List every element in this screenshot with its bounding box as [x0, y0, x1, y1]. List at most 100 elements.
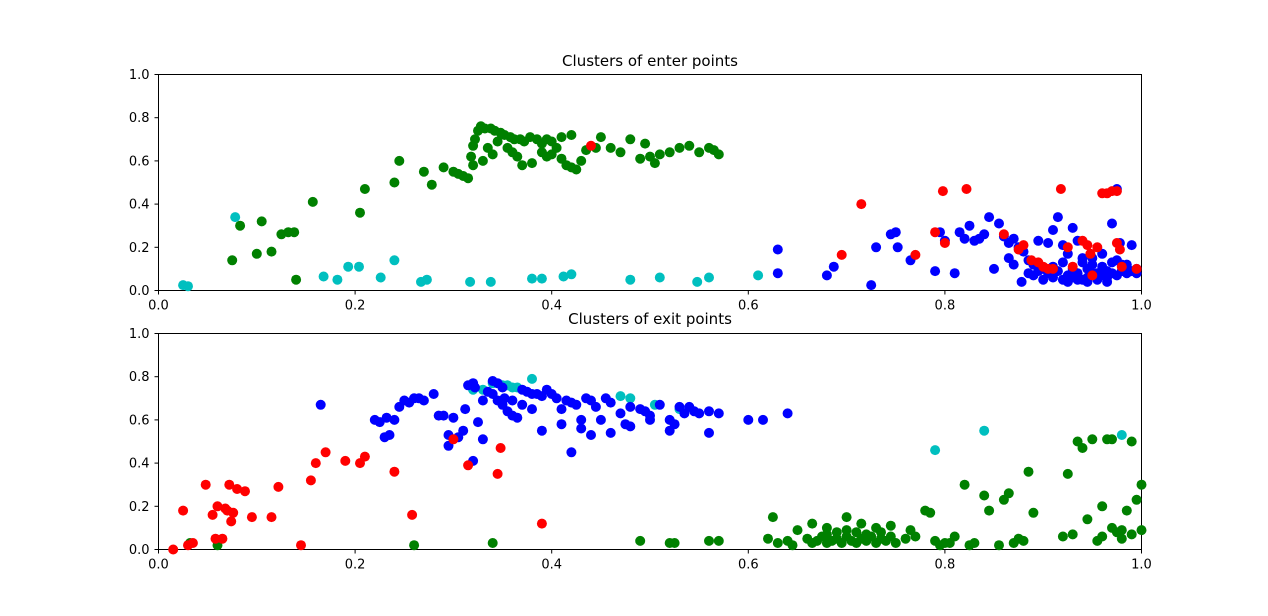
- exit-point-series-3: [228, 507, 239, 518]
- exit-point-series-0: [1097, 501, 1108, 512]
- exit-point-series-0: [969, 538, 980, 548]
- exit-point-series-2: [517, 399, 528, 410]
- enter-point-series-0: [615, 147, 626, 158]
- enter-y-tick-label: 0.4: [129, 198, 150, 213]
- exit-point-series-2: [576, 423, 587, 434]
- exit-point-series-0: [1126, 529, 1137, 540]
- enter-points-plot-area: [158, 74, 1142, 291]
- enter-points-panel: Clusters of enter points 0.0 0.2 0.4 0.6 0.8…: [129, 52, 1152, 314]
- exit-point-series-0: [713, 535, 724, 546]
- enter-point-series-2: [1008, 233, 1019, 244]
- enter-points-markers: [178, 121, 1142, 292]
- exit-point-series-3: [187, 538, 198, 548]
- enter-point-series-0: [566, 130, 577, 140]
- enter-point-series-0: [227, 255, 238, 266]
- exit-point-series-0: [1121, 505, 1132, 516]
- exit-point-series-2: [527, 404, 537, 415]
- exit-point-series-0: [821, 522, 832, 533]
- enter-point-series-2: [890, 227, 901, 238]
- exit-point-series-0: [1131, 494, 1142, 505]
- exit-point-series-0: [984, 505, 995, 516]
- exit-x-tick-label: 0.4: [541, 558, 562, 573]
- exit-point-series-2: [556, 419, 567, 430]
- exit-points-plot-area: [158, 333, 1142, 550]
- enter-points-axes: 0.0 0.2 0.4 0.6 0.8 1.0 0.0 0.2 0.4 0.6 0.8 1.0: [129, 68, 1152, 314]
- exit-point-series-0: [669, 538, 680, 548]
- exit-point-series-0: [1116, 533, 1127, 544]
- exit-point-series-2: [460, 404, 471, 415]
- exit-point-series-2: [595, 414, 606, 425]
- enter-point-series-3: [937, 186, 948, 197]
- exit-point-series-2: [381, 412, 392, 423]
- enter-point-series-2: [892, 242, 903, 253]
- exit-point-series-0: [1136, 525, 1147, 536]
- enter-point-series-0: [571, 164, 582, 175]
- exit-point-series-2: [605, 427, 616, 438]
- exit-point-series-1: [979, 425, 990, 436]
- exit-point-series-0: [841, 512, 852, 523]
- enter-point-series-3: [910, 249, 921, 260]
- exit-point-series-3: [240, 486, 250, 497]
- exit-point-series-2: [477, 395, 488, 406]
- enter-point-series-1: [753, 270, 764, 281]
- exit-points-markers: [168, 373, 1147, 555]
- enter-point-series-0: [235, 220, 246, 231]
- enter-point-series-0: [664, 147, 675, 158]
- exit-point-series-3: [210, 533, 221, 544]
- exit-point-series-2: [473, 417, 483, 428]
- enter-point-series-0: [527, 158, 537, 169]
- exit-point-series-0: [1003, 488, 1014, 499]
- exit-points-panel: Clusters of exit points 0.0 0.2 0.4 0.6 0.8 1…: [129, 310, 1152, 573]
- enter-point-series-1: [230, 212, 241, 223]
- exit-point-series-0: [910, 531, 921, 542]
- enter-point-series-2: [1077, 257, 1088, 268]
- exit-point-series-2: [645, 414, 655, 425]
- exit-point-series-0: [487, 538, 498, 548]
- enter-point-series-2: [1107, 218, 1117, 229]
- enter-point-series-0: [694, 147, 705, 158]
- exit-point-series-3: [246, 512, 257, 523]
- exit-point-series-3: [266, 512, 277, 523]
- enter-point-series-2: [1033, 235, 1044, 246]
- exit-point-series-0: [861, 529, 872, 540]
- exit-point-series-2: [384, 430, 395, 440]
- enter-point-series-1: [566, 269, 577, 280]
- enter-point-series-0: [466, 151, 477, 162]
- exit-point-series-0: [900, 533, 911, 544]
- exit-point-series-2: [605, 397, 616, 408]
- exit-point-series-0: [1067, 529, 1078, 540]
- exit-point-series-2: [713, 408, 724, 419]
- exit-y-tick-label: 0.0: [129, 543, 150, 558]
- exit-point-series-1: [930, 445, 941, 456]
- enter-x-tick-label: 0.6: [738, 299, 759, 314]
- enter-point-series-3: [1055, 184, 1066, 194]
- enter-point-series-3: [836, 249, 847, 260]
- exit-point-series-0: [831, 527, 842, 538]
- exit-point-series-2: [571, 399, 582, 410]
- enter-point-series-2: [1067, 222, 1078, 233]
- exit-point-series-0: [787, 540, 798, 551]
- enter-point-series-2: [1057, 257, 1068, 268]
- enter-point-series-3: [1048, 263, 1058, 274]
- enter-x-tick-label: 1.0: [1131, 299, 1152, 314]
- exit-point-series-2: [625, 421, 636, 432]
- exit-point-series-0: [1097, 531, 1108, 542]
- enter-points-title: Clusters of enter points: [562, 52, 738, 70]
- exit-point-series-3: [448, 434, 459, 445]
- exit-point-series-2: [743, 414, 754, 425]
- exit-point-series-0: [1028, 507, 1039, 518]
- exit-point-series-0: [1087, 434, 1098, 445]
- enter-point-series-2: [1043, 238, 1054, 248]
- exit-point-series-1: [527, 373, 537, 384]
- exit-y-tick-label: 0.4: [129, 457, 150, 472]
- exit-point-series-0: [1082, 514, 1093, 525]
- exit-point-series-3: [536, 518, 547, 529]
- enter-point-series-3: [998, 229, 1009, 240]
- exit-point-series-3: [178, 505, 189, 516]
- exit-point-series-2: [507, 395, 518, 406]
- exit-x-tick-label: 1.0: [1131, 558, 1152, 573]
- exit-point-series-0: [1062, 468, 1073, 479]
- exit-point-series-0: [1057, 531, 1068, 542]
- enter-point-series-0: [470, 134, 480, 145]
